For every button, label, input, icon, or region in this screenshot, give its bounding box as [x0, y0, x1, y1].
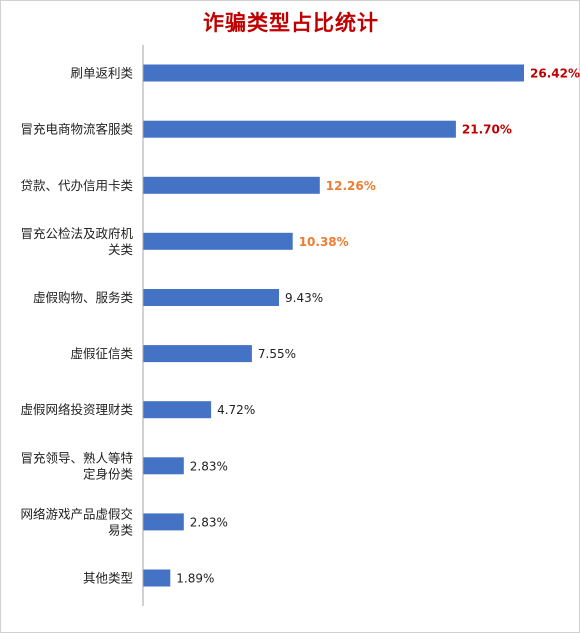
- value-label-6: 4.72%: [217, 403, 255, 417]
- category-label-4: 虚假购物、服务类: [33, 290, 134, 305]
- chart-title: 诈骗类型占比统计: [203, 11, 379, 35]
- category-label-8-line-0: 网络游戏产品虚假交: [20, 506, 133, 521]
- bar-5: [143, 345, 252, 363]
- value-label-2: 12.26%: [326, 179, 376, 193]
- category-label-0: 刷单返利类: [70, 66, 133, 81]
- value-label-0: 26.42%: [530, 67, 580, 81]
- bar-9: [143, 569, 171, 587]
- category-label-6: 虚假网络投资理财类: [20, 402, 133, 417]
- category-label-8-line-1: 易类: [108, 522, 134, 537]
- category-label-5: 虚假征信类: [70, 346, 133, 361]
- value-label-3: 10.38%: [299, 235, 349, 249]
- value-label-9: 1.89%: [176, 572, 214, 586]
- bar-1: [143, 120, 456, 138]
- category-label-9: 其他类型: [83, 571, 133, 586]
- bar-6: [143, 401, 212, 419]
- bar-3: [143, 232, 293, 250]
- value-label-1: 21.70%: [462, 123, 512, 137]
- bar-7: [143, 457, 184, 475]
- category-label-3-line-0: 冒充公检法及政府机: [20, 226, 133, 241]
- bar-4: [143, 289, 279, 306]
- value-label-4: 9.43%: [285, 291, 323, 305]
- bar-0: [143, 64, 524, 82]
- category-label-7-line-0: 冒充领导、熟人等特: [20, 450, 133, 465]
- category-label-7-line-1: 定身份类: [83, 466, 134, 481]
- value-label-8: 2.83%: [190, 515, 228, 529]
- category-label-2: 贷款、代办信用卡类: [20, 178, 133, 193]
- value-label-7: 2.83%: [190, 459, 228, 473]
- category-label-1: 冒充电商物流客服类: [20, 122, 133, 137]
- bar-2: [143, 176, 320, 194]
- category-label-3-line-1: 关类: [108, 242, 134, 257]
- value-label-5: 7.55%: [258, 347, 296, 361]
- bar-8: [143, 513, 184, 531]
